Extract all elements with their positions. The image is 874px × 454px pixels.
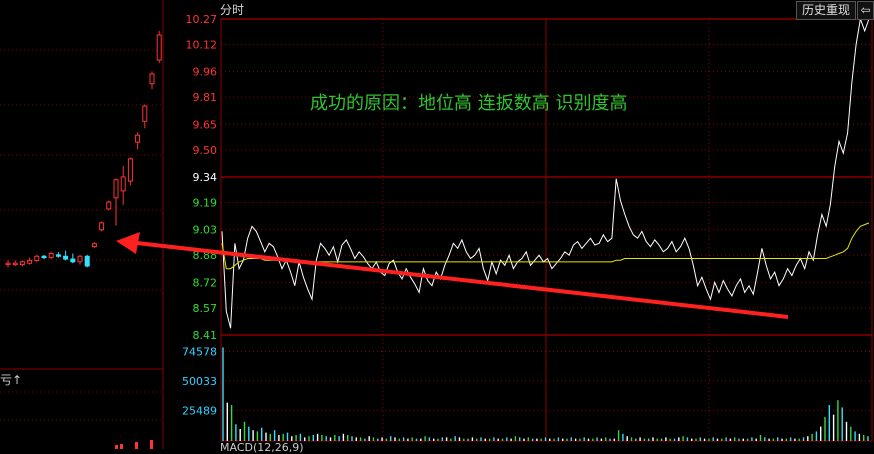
- macd-indicator-label: MACD(12,26,9): [220, 441, 304, 454]
- price-tick-label: 9.34: [193, 171, 218, 184]
- kline-candle: [34, 255, 40, 261]
- left-volume-bar: [135, 442, 138, 449]
- kline-candle: [55, 254, 61, 257]
- kline-candle: [120, 176, 126, 192]
- price-tick-label: 8.72: [193, 276, 218, 289]
- price-line: [221, 17, 870, 329]
- left-indicator-label: 亏↑: [0, 373, 23, 387]
- annotation-arrow-shaft: [127, 240, 789, 319]
- kline-candle: [48, 252, 54, 259]
- kline-candle: [99, 222, 105, 231]
- volume-tick-label: 25489: [182, 404, 217, 417]
- kline-candle: [41, 255, 47, 259]
- left-volume-bar: [150, 440, 153, 449]
- kline-candle: [27, 259, 33, 264]
- kline-candle: [106, 201, 112, 210]
- history-replay-button[interactable]: 历史重现: [796, 1, 856, 20]
- kline-candle: [142, 105, 148, 122]
- annotation-text: 成功的原因：地位高 连扳数高 识别度高: [310, 93, 628, 114]
- price-tick-label: 9.50: [193, 144, 218, 157]
- kline-candle: [70, 258, 76, 263]
- price-tick-label: 9.96: [193, 66, 218, 79]
- chart-title: 分时: [220, 3, 245, 17]
- kline-candle: [156, 34, 162, 61]
- back-arrow-button[interactable]: ⇦: [857, 1, 874, 20]
- volume-tick-label: 50033: [182, 375, 217, 388]
- price-tick-label: 10.27: [186, 13, 218, 26]
- kline-candle: [19, 261, 25, 266]
- kline-candle: [5, 262, 11, 266]
- kline-candle: [12, 262, 18, 266]
- price-tick-label: 9.03: [193, 224, 218, 237]
- volume-tick-label: 74578: [182, 346, 217, 359]
- kline-candle: [149, 73, 155, 85]
- price-tick-label: 9.65: [193, 118, 218, 131]
- left-volume-bar: [115, 445, 118, 449]
- kline-candle: [63, 255, 69, 260]
- price-tick-label: 8.41: [193, 329, 218, 342]
- price-tick-label: 8.57: [193, 302, 218, 315]
- kline-candle: [84, 255, 90, 267]
- price-tick-label: 9.19: [193, 196, 218, 209]
- price-tick-label: 9.81: [193, 91, 218, 104]
- kline-candle: [113, 179, 119, 199]
- kline-candle: [77, 255, 83, 263]
- left-volume-bar: [120, 444, 123, 449]
- kline-candle: [91, 243, 97, 248]
- kline-candle: [127, 158, 133, 182]
- annotation-arrow-head: [116, 232, 140, 254]
- price-tick-label: 10.12: [186, 38, 218, 51]
- kline-candle: [135, 134, 141, 143]
- average-price-line: [221, 222, 870, 270]
